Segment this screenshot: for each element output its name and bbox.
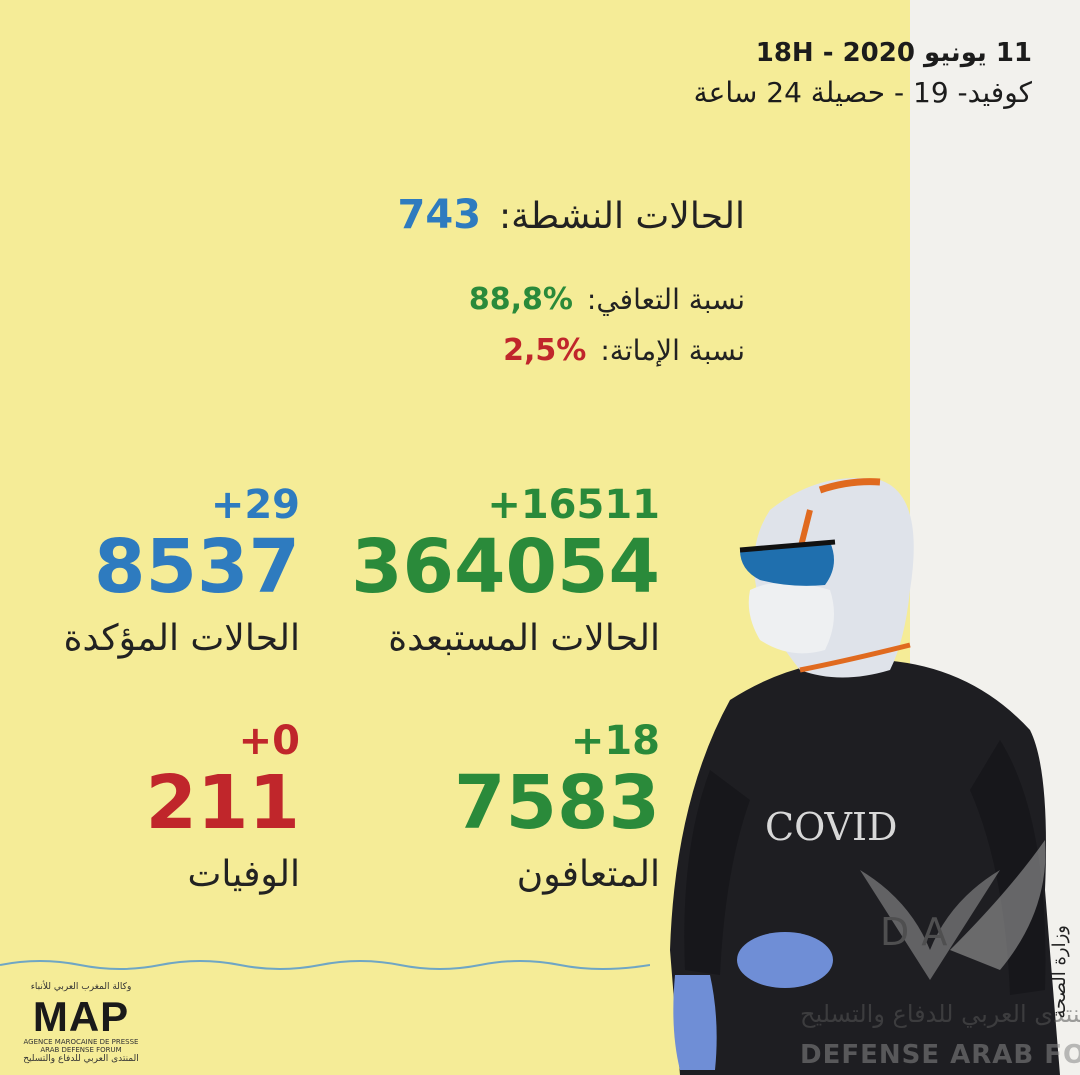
logo-forum-english: ARAB DEFENSE FORUM [40, 1046, 122, 1054]
recovery-rate-label: نسبة التعافي: [586, 283, 745, 316]
active-cases: الحالات النشطة: 743 [398, 192, 745, 238]
ministry-label: وزارة الصحة [1049, 925, 1070, 1019]
stat-recovered: +18 7583 المتعافون [454, 718, 660, 895]
stat-confirmed: +29 8537 الحالات المؤكدة [64, 482, 300, 659]
excluded-value: 364054 [351, 524, 660, 610]
header: 11 يونيو 2020 - 18H كوفيد- 19 - حصيلة 24… [694, 38, 1032, 109]
recovery-rate-value: 88,8% [468, 282, 573, 317]
deaths-label: الوفيات [187, 854, 301, 895]
logo-agency-arabic: وكالة المغرب العربي للأنباء [30, 982, 132, 992]
confirmed-label: الحالات المؤكدة [63, 618, 300, 659]
logo-forum-arabic: المنتدى العربي للدفاع والتسليح [23, 1054, 139, 1064]
deaths-delta: +0 [238, 718, 300, 764]
subtitle: كوفيد- 19 - حصيلة 24 ساعة [693, 76, 1032, 109]
excluded-delta: +16511 [487, 482, 660, 528]
confirmed-value: 8537 [94, 524, 300, 610]
mortality-rate: نسبة الإماتة: 2,5% [503, 333, 745, 368]
wings-logo-icon: D A [860, 840, 1046, 980]
suit-text: COVID [765, 805, 897, 849]
date-line: 11 يونيو 2020 - 18H [755, 38, 1032, 68]
active-cases-label: الحالات النشطة: [499, 196, 745, 237]
watermark: D A المنتدى العربي للدفاع والتسليح DEFEN… [800, 830, 1080, 1070]
logo-agency-french: AGENCE MAROCAINE DE PRESSE [23, 1038, 139, 1046]
watermark-english: DEFENSE ARAB FORUM [800, 1040, 1080, 1070]
recovered-value: 7583 [454, 760, 660, 846]
recovered-delta: +18 [570, 718, 660, 764]
mortality-rate-value: 2,5% [503, 333, 587, 368]
mortality-rate-label: نسبة الإماتة: [600, 334, 745, 367]
active-cases-value: 743 [397, 192, 482, 238]
map-logo: وكالة المغرب العربي للأنباء MAP AGENCE M… [6, 982, 156, 1072]
deaths-value: 211 [145, 760, 300, 846]
health-worker-image: COVID [670, 478, 1060, 1075]
recovery-rate: نسبة التعافي: 88,8% [469, 282, 745, 317]
stat-excluded: +16511 364054 الحالات المستبعدة [351, 482, 660, 659]
svg-text:D A: D A [880, 910, 947, 954]
excluded-label: الحالات المستبعدة [388, 618, 660, 659]
recovered-label: المتعافون [516, 854, 660, 895]
logo-map-text: MAP [32, 993, 130, 1040]
watermark-arabic: المنتدى العربي للدفاع والتسليح [800, 1000, 1080, 1028]
stat-deaths: +0 211 الوفيات [146, 718, 300, 895]
confirmed-delta: +29 [210, 482, 300, 528]
wave-divider [0, 960, 650, 970]
